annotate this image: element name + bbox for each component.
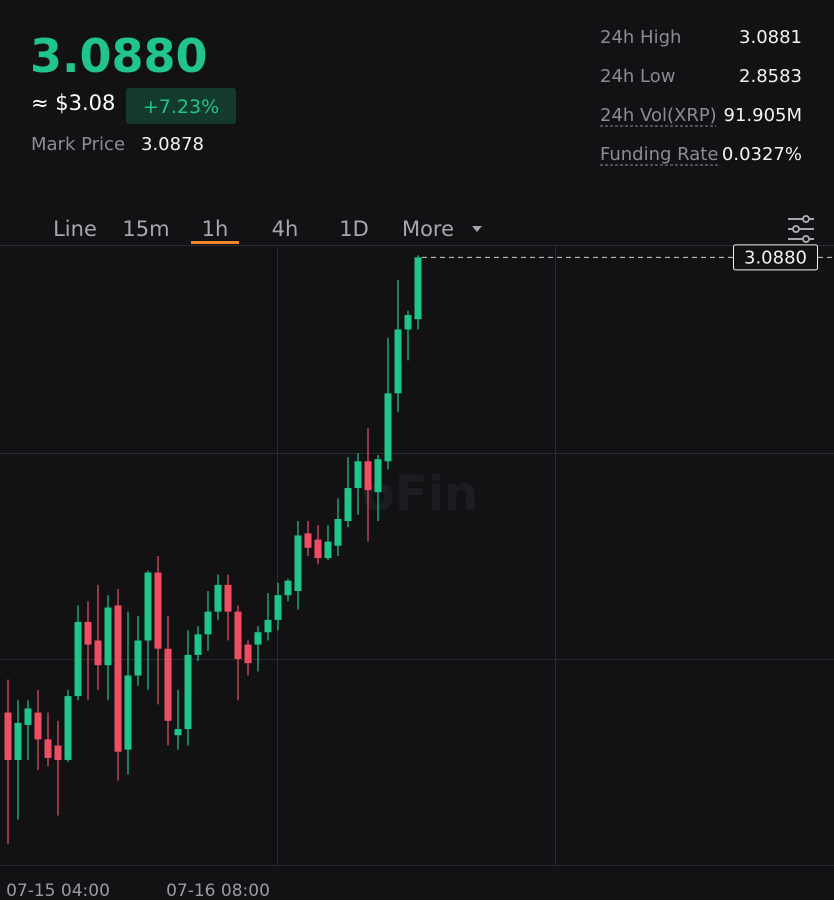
settings-icon[interactable] xyxy=(788,215,814,243)
stat-value: 3.0881 xyxy=(739,27,802,48)
candle-body xyxy=(74,621,82,697)
candle-body xyxy=(384,393,392,462)
usd-price: ≈ $3.08 xyxy=(31,91,115,115)
candle-body xyxy=(54,745,62,760)
candle-body xyxy=(134,640,142,676)
candle-body xyxy=(64,696,72,760)
candle-body xyxy=(404,315,412,330)
candle-body xyxy=(164,648,172,721)
candle-body xyxy=(214,584,222,612)
stat-label: 24h Low xyxy=(600,66,675,87)
candle-body xyxy=(4,712,12,760)
candle-body xyxy=(24,708,32,725)
stat-value: 91.905M xyxy=(723,105,802,126)
candle-body xyxy=(154,572,162,649)
change: +7.23% xyxy=(143,96,219,118)
candle-body xyxy=(204,611,212,635)
mark-price-label: Mark Price xyxy=(31,134,125,155)
x-tick-label: 07-16 08:00 xyxy=(166,881,270,900)
candle-body xyxy=(284,580,292,596)
candle-body xyxy=(44,739,52,758)
tab-underline xyxy=(191,241,239,244)
candle-body xyxy=(354,461,362,489)
candle-body xyxy=(254,632,262,645)
last-price-box xyxy=(733,244,818,271)
candle-body xyxy=(294,535,302,592)
candle-body xyxy=(414,257,422,320)
candle-body xyxy=(124,675,132,750)
candle-body xyxy=(264,619,272,633)
candle-body xyxy=(94,640,102,666)
stat-label[interactable]: Funding Rate xyxy=(600,144,718,165)
stat-value: 2.8583 xyxy=(739,66,802,87)
candle-body xyxy=(334,518,342,546)
candle-body xyxy=(84,621,92,645)
candle-body xyxy=(104,607,112,666)
candle-body xyxy=(14,722,22,760)
mark-price: 3.0878 xyxy=(141,134,204,155)
candle-body xyxy=(274,595,282,620)
candle-body xyxy=(374,459,382,493)
candle-body xyxy=(234,611,242,660)
candle-body xyxy=(394,329,402,394)
candle-body xyxy=(324,541,332,559)
tab[interactable]: Line xyxy=(53,217,97,241)
last-price-label: 3.0880 xyxy=(744,247,807,268)
stat-value: 0.0327% xyxy=(722,144,802,165)
tab[interactable]: 1D xyxy=(339,217,369,241)
candle-body xyxy=(144,572,152,641)
candle-body xyxy=(344,488,352,522)
candle-body xyxy=(244,644,252,664)
tab[interactable]: 15m xyxy=(122,217,169,241)
x-tick-label: 07-15 04:00 xyxy=(6,881,110,900)
candles xyxy=(4,255,834,845)
tab[interactable]: 4h xyxy=(272,217,299,241)
timeframe-tabs: Line 15m 1h 4h 1D More xyxy=(53,217,454,244)
candle-body xyxy=(34,712,42,740)
candle-body xyxy=(304,533,312,548)
dropdown-arrow[interactable] xyxy=(472,226,482,232)
stat-label[interactable]: 24h Vol(XRP) xyxy=(600,105,717,126)
candle-body xyxy=(184,654,192,730)
candle-body xyxy=(114,605,122,752)
candle-body xyxy=(174,729,182,736)
candle-body xyxy=(314,539,322,559)
last-price: 3.0880 xyxy=(30,29,208,83)
change-badge xyxy=(126,88,236,124)
candle-body xyxy=(364,461,372,491)
stat-label: 24h High xyxy=(600,27,681,48)
tab[interactable]: More xyxy=(402,217,454,241)
candle-body xyxy=(224,584,232,612)
candle-body xyxy=(194,634,202,655)
tab[interactable]: 1h xyxy=(202,217,229,241)
